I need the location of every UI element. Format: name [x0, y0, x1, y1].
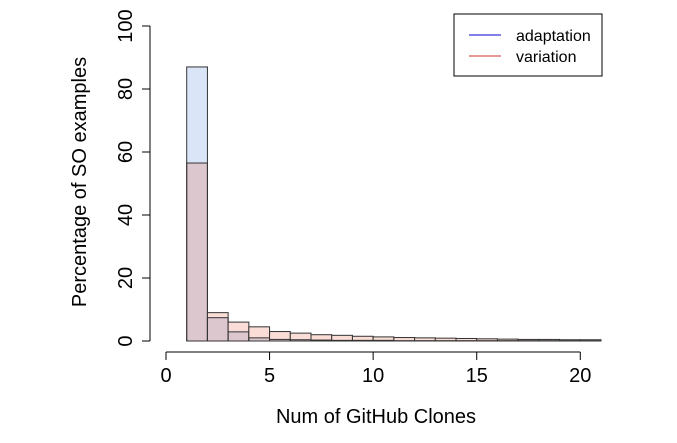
y-tick-label: 60: [115, 141, 137, 163]
bar-overlap: [290, 339, 311, 341]
y-tick-label: 80: [115, 78, 137, 100]
bar-top: [269, 331, 291, 340]
y-tick-label: 100: [115, 9, 137, 42]
x-tick-label: 0: [160, 365, 171, 387]
bar-top: [331, 335, 353, 341]
x-tick-label: 10: [362, 365, 384, 387]
bar-top: [538, 339, 560, 341]
bar-top: [186, 66, 208, 164]
bar-top: [352, 336, 374, 341]
bar-top: [373, 336, 394, 341]
plot-area: [186, 66, 602, 342]
bar-top: [228, 322, 249, 332]
bar-top: [456, 338, 477, 341]
bar-variation: [579, 339, 602, 342]
bar-overlap: [248, 337, 270, 341]
bar-top: [518, 339, 539, 341]
x-tick-label: 15: [466, 365, 488, 387]
y-tick-label: 40: [115, 204, 137, 226]
y-tick-label: 0: [115, 335, 137, 346]
legend-box: [453, 13, 603, 77]
y-axis-title: Percentage of SO examples: [69, 57, 91, 307]
bar-top: [248, 326, 270, 338]
bar-top: [311, 334, 332, 341]
x-axis-title: Num of GitHub Clones: [276, 406, 476, 428]
bar-top: [207, 312, 229, 318]
x-tick-label: 5: [264, 365, 275, 387]
bar-top: [476, 338, 498, 341]
bar-top: [393, 337, 415, 341]
legend-label-adaptation: adaptation: [516, 28, 591, 45]
bar-overlap: [186, 163, 208, 341]
bar-overlap: [228, 331, 249, 341]
legend-label-variation: variation: [516, 49, 576, 66]
bar-top: [414, 337, 436, 341]
x-tick-label: 20: [569, 365, 591, 387]
legend: adaptation variation: [453, 13, 603, 77]
bar-overlap: [207, 317, 229, 341]
bar-variation: [186, 162, 208, 342]
axes: Num of GitHub Clones Percentage of SO ex…: [69, 9, 591, 428]
bar-overlap: [269, 339, 291, 341]
y-tick-label: 20: [115, 267, 137, 289]
bar-top: [290, 333, 311, 340]
bar-top: [435, 338, 456, 341]
bar-top: [497, 339, 519, 341]
